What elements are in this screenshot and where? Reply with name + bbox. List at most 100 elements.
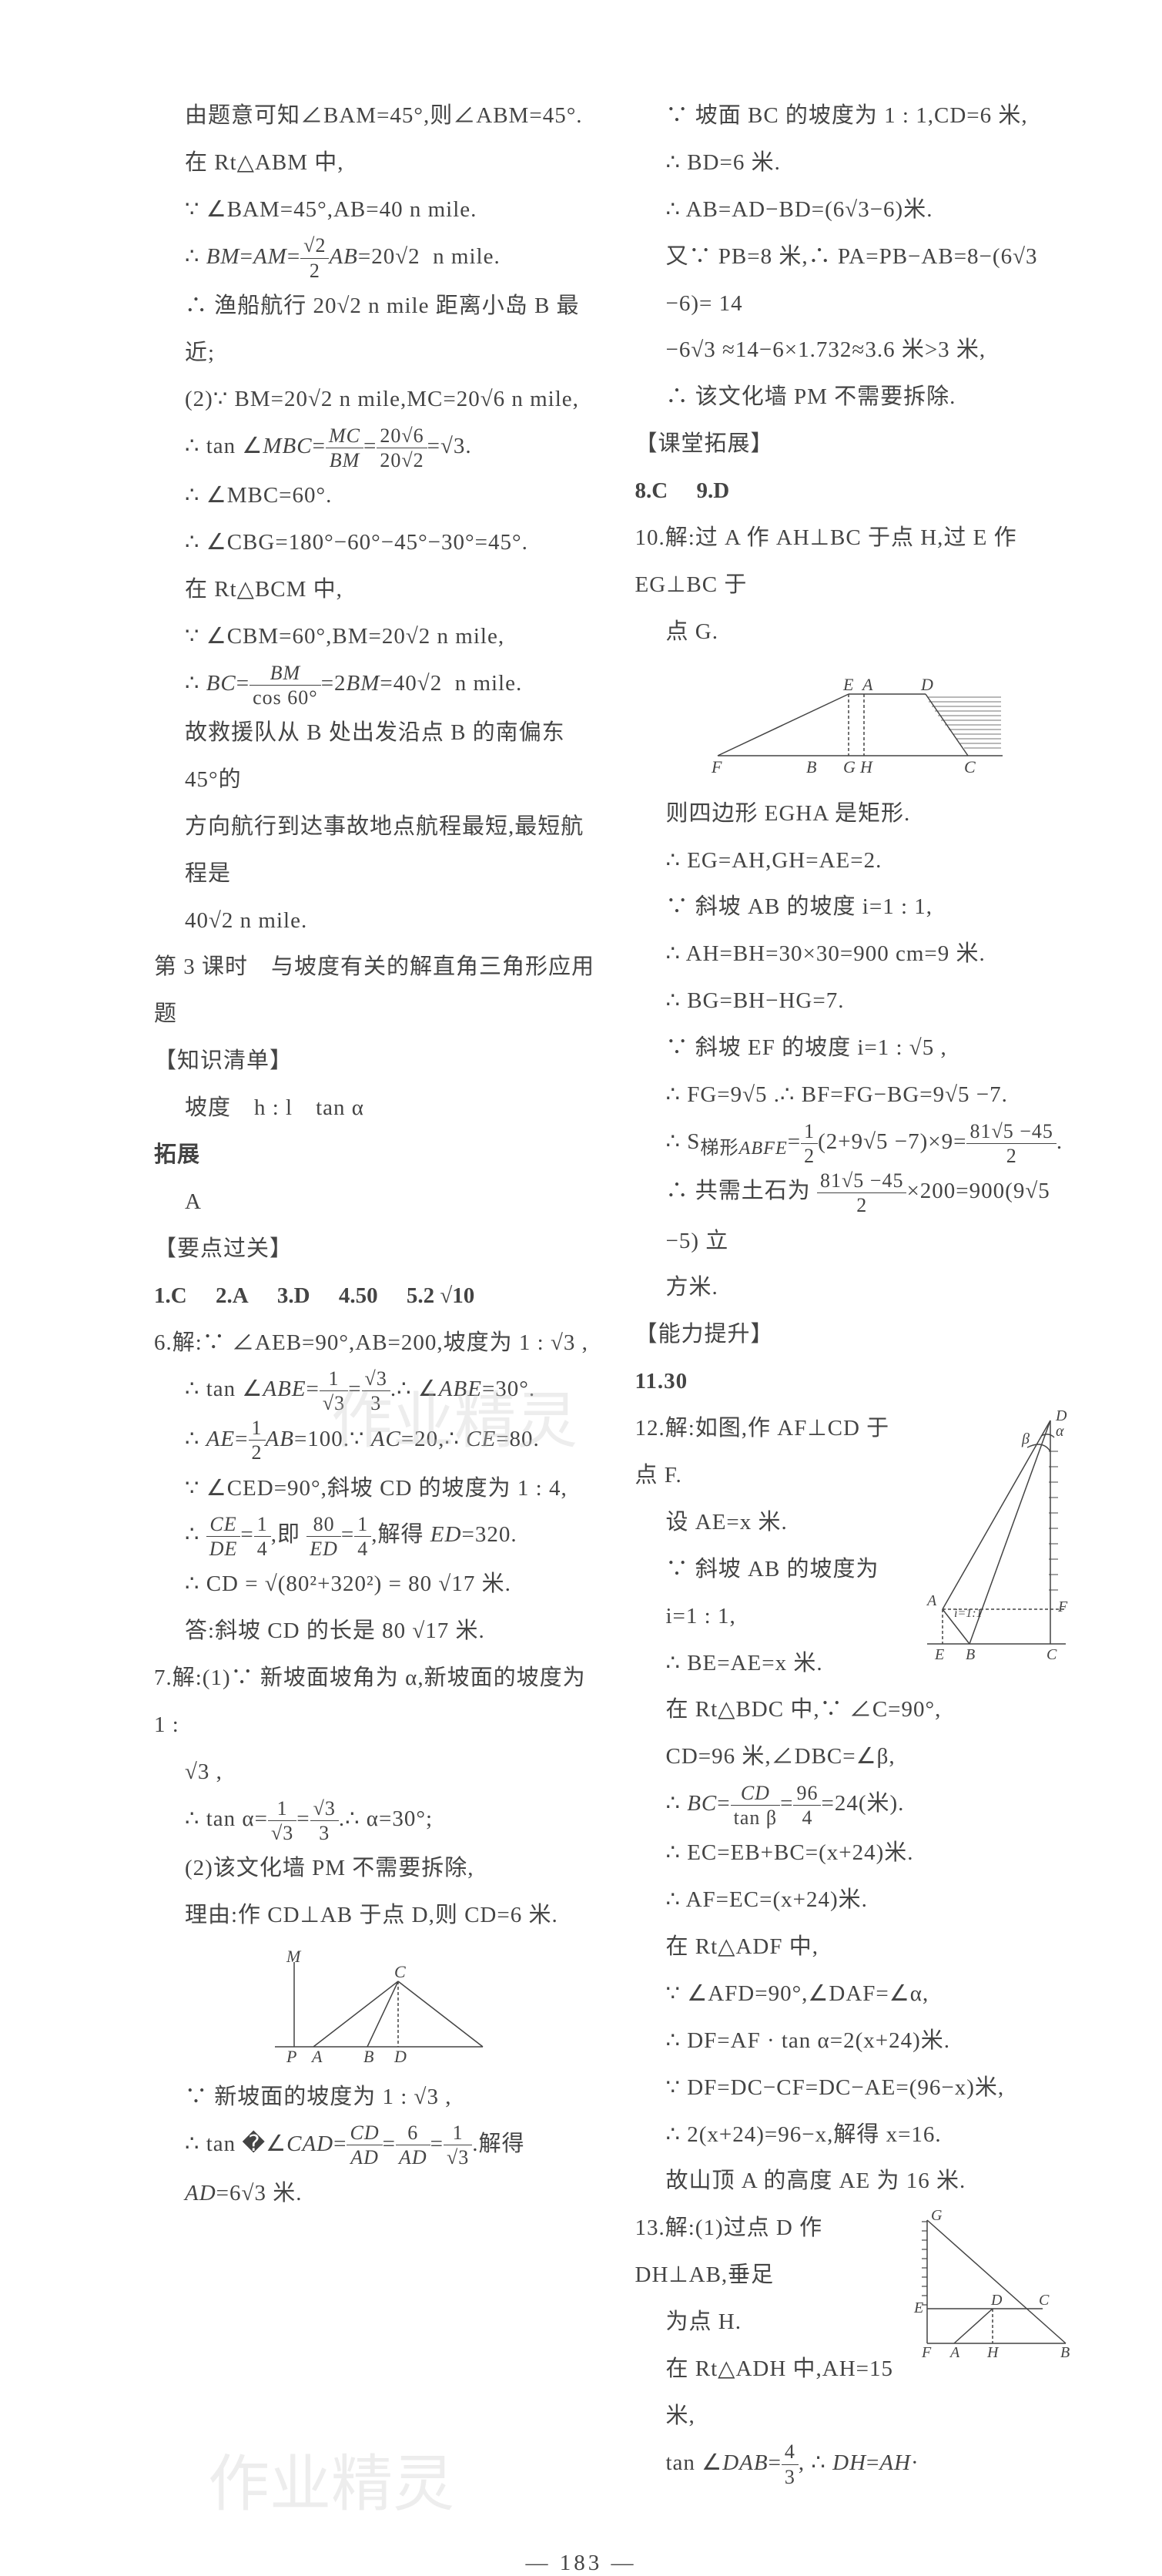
- figure-q12: D α β A F E B C i=1:1: [908, 1405, 1077, 1671]
- text-line: ∴ 该文化墙 PM 不需要拆除.: [635, 374, 1078, 421]
- bracket-heading: 【知识清单】: [154, 1038, 597, 1085]
- label-A: A: [861, 675, 873, 694]
- figure-q13: G E D C F A H B: [908, 2205, 1077, 2363]
- answer-item: 4.50: [339, 1283, 378, 1308]
- right-column: ∵ 坡面 BC 的坡度为 1 : 1,CD=6 米, ∴ BD=6 米. ∴ A…: [635, 92, 1078, 2489]
- math-line: tan ∠DAB=43, ∴ DH=AH·: [635, 2440, 1078, 2489]
- text-line: 答:斜坡 CD 的长是 80 √17 米.: [154, 1608, 597, 1655]
- bracket-heading: 【能力提升】: [635, 1311, 1078, 1358]
- label-C: C: [1046, 1646, 1057, 1663]
- text-line: (2)∵ BM=20√2 n mile,MC=20√6 n mile,: [154, 376, 597, 423]
- text-line: ∴ FG=9√5 .∴ BF=FG−BG=9√5 −7.: [635, 1072, 1078, 1119]
- page-number: — 183 —: [0, 2551, 1162, 2576]
- math-line: ∴ BM=AM=√22AB=20√2 n mile.: [154, 233, 597, 283]
- answer-row: 8.C 9.D: [635, 468, 1078, 515]
- text-line: ∵ ∠BAM=45°,AB=40 n mile.: [154, 186, 597, 233]
- diagram-svg: D α β A F E B C i=1:1: [908, 1405, 1077, 1667]
- label-F: F: [1057, 1598, 1068, 1615]
- text-line: 坡度 h : l tan α: [154, 1085, 597, 1132]
- label-D: D: [1055, 1407, 1067, 1424]
- label-C: C: [1039, 2292, 1050, 2309]
- label-B: B: [363, 2047, 373, 2062]
- figure-q10: E A D F B G H C: [635, 663, 1078, 783]
- text-line: −6√3 ≈14−6×1.732≈3.6 米>3 米,: [635, 327, 1078, 374]
- text-line: ∵ 斜坡 EF 的坡度 i=1 : √5 ,: [635, 1025, 1078, 1072]
- label-B: B: [966, 1646, 975, 1663]
- text-line: 在 Rt△BDC 中,∵ ∠C=90°,: [635, 1686, 1078, 1733]
- math-line: ∴ AE=12AB=100.∵ AC=20,∴ CE=80.: [154, 1416, 597, 1465]
- left-column: 由题意可知∠BAM=45°,则∠ABM=45°. 在 Rt△ABM 中, ∵ ∠…: [154, 92, 597, 2489]
- text-line: 由题意可知∠BAM=45°,则∠ABM=45°.: [154, 92, 597, 139]
- label-D: D: [990, 2292, 1003, 2309]
- diagram-svg: M C P A B D: [252, 1947, 498, 2062]
- text-line: ∵ 坡面 BC 的坡度为 1 : 1,CD=6 米,: [635, 92, 1078, 139]
- text-line: 10.解:过 A 作 AH⊥BC 于点 H,过 E 作 EG⊥BC 于: [635, 515, 1078, 609]
- label-A: A: [949, 2344, 960, 2359]
- diagram-svg: G E D C F A H B: [908, 2205, 1077, 2359]
- label-M: M: [286, 1947, 302, 1966]
- answer-item: 9.D: [696, 478, 729, 503]
- label-H: H: [986, 2344, 1000, 2359]
- text-line: 又∵ PB=8 米,∴ PA=PB−AB=8−(6√3 −6)= 14: [635, 233, 1078, 327]
- label-A: A: [926, 1592, 937, 1609]
- label-E: E: [913, 2299, 923, 2316]
- text-line: ∴ AB=AD−BD=(6√3−6)米.: [635, 186, 1078, 233]
- text-line: ∴ DF=AF · tan α=2(x+24)米.: [635, 2018, 1078, 2064]
- label-G: G: [843, 757, 856, 776]
- label-C: C: [964, 757, 976, 776]
- text-line: ∵ DF=DC−CF=DC−AE=(96−x)米,: [635, 2064, 1078, 2111]
- label-D: D: [920, 675, 933, 694]
- text-line: ∵ ∠CBM=60°,BM=20√2 n mile,: [154, 613, 597, 660]
- math-line: ∴ S梯形ABFE=12(2+9√5 −7)×9=81√5 −452.: [635, 1119, 1078, 1169]
- bracket-heading: 【要点过关】: [154, 1226, 597, 1273]
- answer-item: 3.D: [277, 1283, 310, 1308]
- text-line: 故山顶 A 的高度 AE 为 16 米.: [635, 2158, 1078, 2205]
- label-E: E: [842, 675, 854, 694]
- text-line: 在 Rt△ADF 中,: [635, 1924, 1078, 1971]
- label-i: i=1:1: [954, 1607, 983, 1620]
- bracket-heading: 【课堂拓展】: [635, 421, 1078, 468]
- text-line: 方向航行到达事故地点航程最短,最短航程是: [154, 803, 597, 897]
- text-line: 在 Rt△BCM 中,: [154, 566, 597, 613]
- text-line: 则四边形 EGHA 是矩形.: [635, 790, 1078, 837]
- answer-item: 2.A: [216, 1283, 249, 1308]
- diagram-svg: E A D F B G H C: [695, 663, 1018, 779]
- text-line: 方米.: [635, 1264, 1078, 1311]
- math-line: ∴ tan ∠MBC=MCBM=20√620√2=√3.: [154, 423, 597, 472]
- text-line: 40√2 n mile.: [154, 897, 597, 944]
- label-A: A: [310, 2047, 323, 2062]
- label-H: H: [859, 757, 873, 776]
- math-line: ∴ BC=BMcos 60°=2BM=40√2 n mile.: [154, 660, 597, 709]
- text-line: ∴ ∠CBG=180°−60°−45°−30°=45°.: [154, 519, 597, 566]
- math-line: ∴ CEDE=14,即 80ED=14,解得 ED=320.: [154, 1511, 597, 1561]
- text-line: 7.解:(1)∵ 新坡面坡角为 α,新坡面的坡度为 1 :: [154, 1655, 597, 1749]
- answer-item: 5.2 √10: [407, 1283, 474, 1308]
- answer-item: 8.C: [635, 478, 668, 503]
- label-F: F: [921, 2344, 932, 2359]
- figure-q7: M C P A B D: [154, 1947, 597, 2066]
- text-line: ∴ ∠MBC=60°.: [154, 472, 597, 519]
- text-line: 6.解:∵ ∠AEB=90°,AB=200,坡度为 1 : √3 ,: [154, 1320, 597, 1367]
- text-line: ∵ 新坡面的坡度为 1 : √3 ,: [154, 2074, 597, 2121]
- label-B: B: [806, 757, 816, 776]
- label-E: E: [934, 1646, 944, 1663]
- text-line: ∴ EG=AH,GH=AE=2.: [635, 837, 1078, 884]
- text-line: CD=96 米,∠DBC=∠β,: [635, 1733, 1078, 1780]
- text-line: (2)该文化墙 PM 不需要拆除,: [154, 1845, 597, 1892]
- text-line: A: [154, 1179, 597, 1226]
- text-line: ∴ AF=EC=(x+24)米.: [635, 1877, 1078, 1924]
- text-line: ∴ 2(x+24)=96−x,解得 x=16.: [635, 2111, 1078, 2158]
- page: 由题意可知∠BAM=45°,则∠ABM=45°. 在 Rt△ABM 中, ∵ ∠…: [0, 0, 1162, 2535]
- text-line: 故救援队从 B 处出发沿点 B 的南偏东 45°的: [154, 709, 597, 803]
- text-line: ∴ AH=BH=30×30=900 cm=9 米.: [635, 931, 1078, 978]
- text-line: 在 Rt△ABM 中,: [154, 139, 597, 186]
- label-F: F: [711, 757, 722, 776]
- text-line: ∴ BG=BH−HG=7.: [635, 978, 1078, 1025]
- label-C: C: [394, 1962, 406, 1981]
- section-title: 第 3 课时 与坡度有关的解直角三角形应用题: [154, 944, 597, 1038]
- math-line: ∴ BC=CDtan β=964=24(米).: [635, 1780, 1078, 1830]
- label-beta: β: [1021, 1431, 1030, 1447]
- text-line: √3 ,: [154, 1749, 597, 1796]
- math-line: ∴ tan ∠ABE=1√3=√33.∴ ∠ABE=30°.: [154, 1366, 597, 1415]
- text-line: ∵ ∠CED=90°,斜坡 CD 的坡度为 1 : 4,: [154, 1465, 597, 1512]
